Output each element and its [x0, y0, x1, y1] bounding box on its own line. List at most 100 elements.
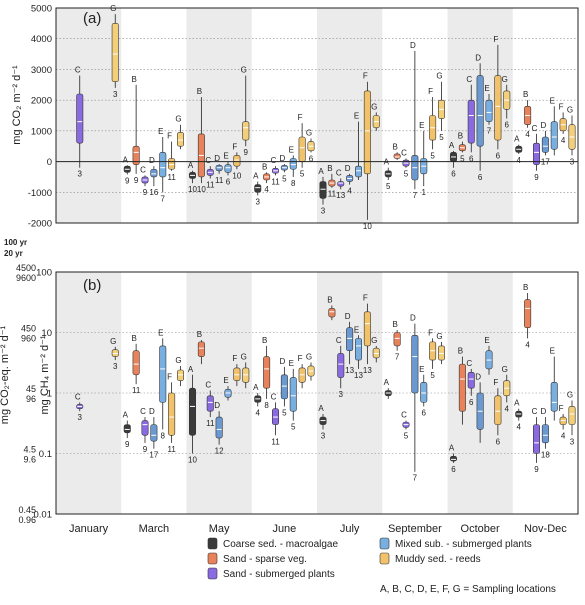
- secondary-tick-20yr: 0.96: [18, 515, 36, 525]
- site-label: C: [75, 392, 81, 401]
- site-label: C: [205, 156, 211, 165]
- box-iqr: [550, 382, 558, 412]
- box-iqr: [189, 387, 197, 436]
- sample-count: 11: [328, 190, 337, 199]
- sample-count: 4: [525, 130, 530, 139]
- box-may-C: C 11: [205, 380, 215, 428]
- box-march-B: B 11: [131, 334, 140, 395]
- sample-count: 10: [232, 171, 241, 180]
- legend-swatch: [379, 552, 390, 565]
- box-september-A: A5: [384, 158, 392, 191]
- sample-count: 6: [496, 437, 501, 446]
- sample-count: 7: [395, 353, 400, 362]
- box-nov-dec-E: E: [550, 347, 558, 421]
- site-label: C: [271, 392, 277, 401]
- sample-count: 3: [78, 413, 83, 422]
- site-label: D: [475, 372, 481, 381]
- site-label: B: [523, 283, 528, 292]
- sample-count: 8: [264, 401, 269, 410]
- box-october-B: B5: [458, 132, 466, 163]
- legend-label: Mixed sub. - submerged plants: [395, 539, 532, 550]
- box-may-G: G: [241, 352, 250, 389]
- sample-count: 12: [215, 447, 224, 456]
- box-march-C: C9: [140, 165, 149, 197]
- box-march-D: D 17: [149, 407, 159, 460]
- sample-count: 3: [570, 437, 575, 446]
- box-nov-dec-B: B4: [523, 283, 532, 349]
- secondary-tick-20yr: 9.6: [23, 455, 36, 465]
- y-tick-label: 10: [41, 328, 52, 339]
- site-label: D: [214, 154, 220, 163]
- sample-count: 6: [451, 170, 456, 179]
- sample-count: 5: [430, 371, 435, 380]
- site-label: A: [253, 383, 259, 392]
- site-label: E: [419, 365, 424, 374]
- sample-count: 7: [413, 191, 418, 200]
- site-label: A: [188, 161, 194, 170]
- box-iqr: [476, 75, 484, 147]
- site-label: E: [354, 112, 359, 121]
- x-tick-label: June: [272, 523, 296, 535]
- box-june-B: B4: [262, 162, 271, 194]
- box-july-F: F 10: [363, 72, 372, 231]
- box-iqr: [524, 299, 532, 329]
- box-september-G: G: [436, 332, 445, 365]
- site-label: A: [318, 404, 324, 413]
- box-july-C: C3: [336, 336, 345, 399]
- sample-count: 5: [282, 174, 287, 183]
- site-label: G: [436, 332, 442, 341]
- box-september-G: G5: [436, 72, 445, 142]
- box-may-D: D 12: [214, 401, 224, 455]
- site-label: D: [475, 53, 481, 62]
- site-label: D: [214, 401, 220, 410]
- sample-count: 17: [149, 451, 158, 460]
- sample-count: 11: [271, 437, 280, 446]
- sample-count: 11: [206, 180, 215, 189]
- y-tick-label: 5000: [31, 4, 52, 15]
- box-iqr: [159, 152, 167, 178]
- sample-count: 8: [161, 431, 166, 440]
- x-tick-label: October: [461, 523, 500, 535]
- box-iqr: [532, 424, 540, 454]
- box-nov-dec-F: F4: [559, 404, 567, 440]
- plot-frame: [55, 271, 579, 515]
- box-iqr: [76, 93, 84, 144]
- legend-label: Sand - submerged plants: [223, 569, 335, 580]
- site-label: D: [540, 407, 546, 416]
- box-iqr: [150, 424, 158, 442]
- site-label: B: [131, 75, 136, 84]
- box-iqr: [254, 184, 262, 193]
- box-iqr: [177, 369, 185, 381]
- legend-item: Sand - submerged plants: [207, 567, 335, 580]
- site-label: F: [428, 87, 433, 96]
- month-band: [56, 8, 122, 223]
- legend-item: Coarse sed. - macroalgae: [207, 537, 338, 550]
- y-label-b-ch4: mg CH₄ m⁻² d⁻¹: [39, 335, 51, 414]
- sample-count: 3: [321, 431, 326, 440]
- y-label-b-co2eq: mg CO₂-eq. m⁻² d⁻¹: [0, 325, 11, 424]
- sample-count: 6: [505, 121, 510, 130]
- y-tick-label: -2000: [28, 219, 52, 230]
- box-may-B: B 10: [197, 87, 207, 194]
- secondary-header-100yr: 100 yr: [4, 238, 27, 247]
- box-iqr: [363, 90, 371, 175]
- sample-count: 4: [517, 156, 522, 165]
- sample-count: 9: [125, 176, 130, 185]
- site-label: F: [363, 72, 368, 81]
- sample-count: 4: [517, 423, 522, 432]
- box-march-C: C9: [140, 407, 149, 454]
- box-october-A: A6: [449, 444, 457, 474]
- box-iqr: [123, 424, 131, 434]
- sample-count: 3: [78, 170, 83, 179]
- site-label: G: [241, 66, 247, 75]
- site-label: G: [502, 75, 508, 84]
- box-january-C: C3: [75, 66, 84, 179]
- sample-count: 6: [469, 398, 474, 407]
- box-july-E: E 13: [354, 325, 364, 380]
- box-october-A: A6: [449, 141, 457, 179]
- site-label: B: [131, 334, 136, 343]
- legend-item: Mixed sub. - submerged plants: [379, 537, 532, 550]
- box-may-G: G9: [241, 66, 250, 157]
- box-iqr: [111, 23, 119, 83]
- y-tick-label: 100: [36, 268, 52, 279]
